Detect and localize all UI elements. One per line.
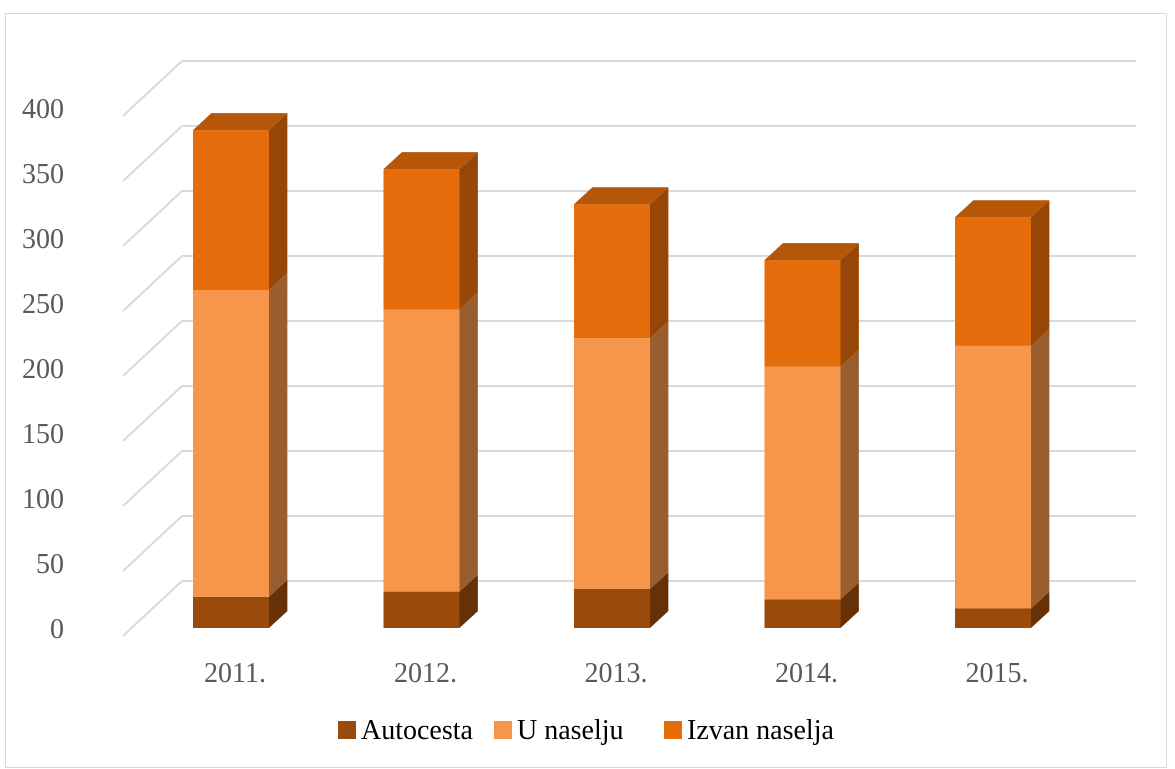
bar-u-naselju-2015	[955, 328, 1050, 609]
y-tick-label: 150	[22, 419, 64, 450]
gridline-side	[122, 320, 183, 377]
x-tick-label: 2013.	[585, 658, 648, 689]
bar-autocesta-2014	[764, 582, 859, 628]
gridline-side	[122, 385, 183, 442]
legend-swatch	[494, 721, 512, 739]
bar-izvan-naselja-2012-front	[383, 169, 460, 310]
bar-izvan-naselja-2012	[383, 152, 478, 310]
bar-u-naselju-2015-side	[1031, 328, 1050, 609]
gridline-side	[122, 60, 183, 117]
legend-swatch	[664, 721, 682, 739]
legend-label: U naselju	[517, 715, 624, 746]
bar-autocesta-2012	[383, 574, 478, 628]
bar-izvan-naselja-2011-side	[269, 113, 288, 291]
bar-izvan-naselja-2015-front	[955, 217, 1031, 346]
y-tick-label: 200	[22, 354, 64, 385]
gridline-side	[122, 580, 183, 637]
bar-izvan-naselja-2015-top	[955, 200, 1050, 218]
bar-izvan-naselja-2011	[193, 113, 288, 291]
bar-autocesta-2011-front	[193, 596, 269, 628]
y-axis-tick-labels: 0 50 100 150 200 250 300 350 400	[22, 94, 64, 645]
x-tick-label: 2012.	[394, 658, 457, 689]
bar-autocesta-2015-front	[955, 608, 1031, 628]
x-tick-label: 2014.	[775, 658, 838, 689]
bar-izvan-naselja-2012-top	[383, 152, 478, 170]
bar-u-naselju-2014-side	[840, 349, 859, 600]
bar-u-naselju-2013	[574, 321, 669, 589]
y-tick-label: 250	[22, 289, 64, 320]
bar-izvan-naselja-2014-side	[840, 243, 859, 367]
bar-u-naselju-2012-side	[459, 292, 478, 592]
bar-autocesta-2011-side	[269, 579, 288, 628]
chart-frame: 0 50 100 150 200 250 300 350 400 2011. 2012. 2013.…	[5, 13, 1167, 768]
bar-autocesta-2015	[955, 591, 1050, 628]
bar-u-naselju-2014-front	[764, 366, 841, 600]
gridline-side	[122, 450, 183, 507]
gridline-side	[122, 515, 183, 572]
bar-autocesta-2015-side	[1031, 591, 1050, 628]
bar-autocesta-2013	[574, 572, 669, 628]
legend-item-izvan-naselja: Izvan naselja	[664, 715, 834, 746]
legend-item-u-naselju: U naselju	[494, 715, 624, 746]
bar-autocesta-2014-side	[840, 582, 859, 628]
bar-izvan-naselja-2015-side	[1031, 200, 1050, 346]
bar-u-naselju-2011-front	[193, 290, 269, 597]
y-tick-label: 0	[50, 614, 64, 645]
gridline-side	[122, 255, 183, 312]
legend-item-autocesta: Autocesta	[338, 715, 474, 746]
bar-izvan-naselja-2012-side	[459, 152, 478, 310]
bar-autocesta-2012-side	[459, 574, 478, 628]
bar-u-naselju-2014	[764, 349, 859, 600]
bar-izvan-naselja-2014-front	[764, 260, 841, 367]
bar-izvan-naselja-2011-front	[193, 130, 269, 290]
gridline-side	[122, 125, 183, 182]
bar-autocesta-2012-front	[383, 591, 460, 628]
legend-label: Izvan naselja	[687, 715, 834, 746]
y-tick-label: 350	[22, 159, 64, 190]
gridline-side	[122, 190, 183, 247]
y-tick-label: 400	[22, 94, 64, 125]
bar-izvan-naselja-2015	[955, 200, 1050, 346]
bar-u-naselju-2011-side	[269, 273, 288, 597]
x-axis-tick-labels: 2011. 2012. 2013. 2014. 2015.	[204, 658, 1028, 689]
bar-izvan-naselja-2013-top	[574, 187, 669, 205]
legend-label: Autocesta	[361, 715, 474, 746]
bar-izvan-naselja-2014	[764, 243, 859, 367]
x-tick-label: 2015.	[966, 658, 1029, 689]
bar-izvan-naselja-2013-front	[574, 204, 650, 339]
y-tick-label: 50	[36, 549, 64, 580]
x-tick-label: 2011.	[204, 658, 266, 689]
legend: Autocesta U naselju Izvan naselja	[338, 715, 834, 746]
bar-izvan-naselja-2013-side	[650, 187, 669, 339]
legend-swatch	[338, 721, 356, 739]
y-tick-label: 300	[22, 224, 64, 255]
bar-u-naselju-2011	[193, 273, 288, 597]
stacked-bar-chart: 0 50 100 150 200 250 300 350 400 2011. 2012. 2013.…	[22, 60, 1136, 746]
bar-u-naselju-2013-front	[574, 338, 650, 589]
y-tick-label: 100	[22, 484, 64, 515]
bar-autocesta-2013-side	[650, 572, 669, 628]
bar-izvan-naselja-2013	[574, 187, 669, 339]
bar-izvan-naselja-2014-top	[764, 243, 859, 261]
bar-u-naselju-2012	[383, 292, 478, 592]
bar-autocesta-2013-front	[574, 589, 650, 628]
bar-autocesta-2011	[193, 579, 288, 628]
bar-izvan-naselja-2011-top	[193, 113, 288, 131]
bar-u-naselju-2013-side	[650, 321, 669, 589]
bars	[193, 113, 1050, 628]
bar-u-naselju-2015-front	[955, 345, 1031, 609]
bar-u-naselju-2012-front	[383, 309, 460, 592]
bar-autocesta-2014-front	[764, 599, 841, 628]
